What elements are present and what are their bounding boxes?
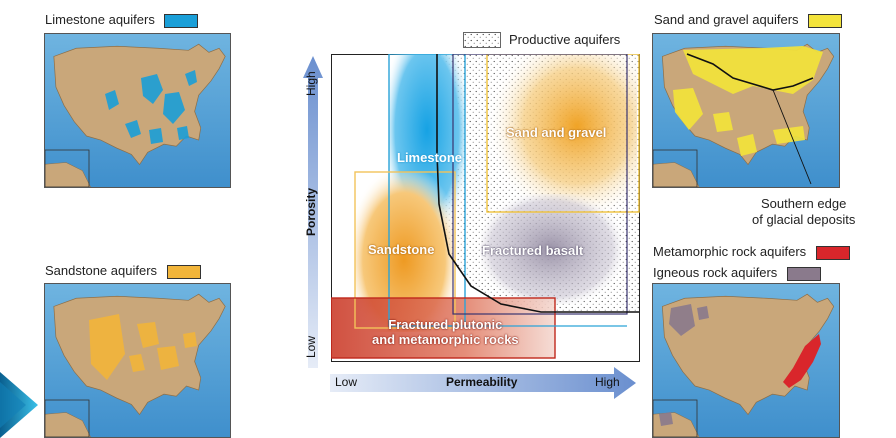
limestone-aquifer-map (44, 33, 231, 188)
sand-gravel-map-legend: Sand and gravel aquifers (654, 12, 843, 28)
sandstone-map-legend: Sandstone aquifers (45, 263, 201, 279)
igneous-swatch (786, 266, 821, 281)
glacial-deposits-note: Southern edge of glacial deposits (752, 196, 856, 227)
permeability-axis-label: Permeability (446, 375, 518, 389)
sand-gravel-swatch (808, 13, 843, 28)
porosity-high-label: High (304, 71, 318, 96)
plutonic-region-label: Fractured plutonic and metamorphic rocks (372, 317, 519, 347)
metamorphic-map-label: Metamorphic rock aquifers (653, 244, 807, 259)
sand-gravel-region (487, 54, 637, 214)
metamorphic-map-legend: Metamorphic rock aquifers (653, 244, 850, 260)
porosity-axis-arrow (303, 56, 323, 368)
permeability-axis-arrow (330, 367, 636, 399)
igneous-map-label: Igneous rock aquifers (653, 265, 778, 280)
aquifer-diagram-plot (331, 54, 640, 362)
permeability-high-label: High (595, 375, 620, 389)
slide-arrow-icon (0, 372, 38, 438)
porosity-axis-label: Porosity (304, 187, 318, 236)
sand-gravel-region-label: Sand and gravel (506, 125, 607, 140)
porosity-low-label: Low (304, 335, 318, 358)
limestone-map-legend: Limestone aquifers (45, 12, 199, 28)
sandstone-map-label: Sandstone aquifers (45, 263, 158, 278)
limestone-swatch (164, 13, 199, 28)
metamorphic-swatch (815, 245, 850, 260)
igneous-map-legend: Igneous rock aquifers (653, 265, 821, 281)
sandstone-region-label: Sandstone (368, 242, 435, 257)
sandstone-swatch (166, 264, 201, 279)
sand-gravel-aquifer-map (652, 33, 840, 188)
fractured-basalt-region-label: Fractured basalt (482, 243, 584, 258)
productive-aquifers-swatch (463, 32, 501, 48)
productive-aquifers-label: Productive aquifers (509, 32, 621, 47)
sand-gravel-map-label: Sand and gravel aquifers (654, 12, 799, 27)
permeability-low-label: Low (335, 375, 358, 389)
limestone-region-label: Limestone (397, 150, 463, 165)
metamorphic-igneous-aquifer-map (652, 283, 840, 438)
limestone-map-label: Limestone aquifers (45, 12, 155, 27)
sandstone-aquifer-map (44, 283, 231, 438)
